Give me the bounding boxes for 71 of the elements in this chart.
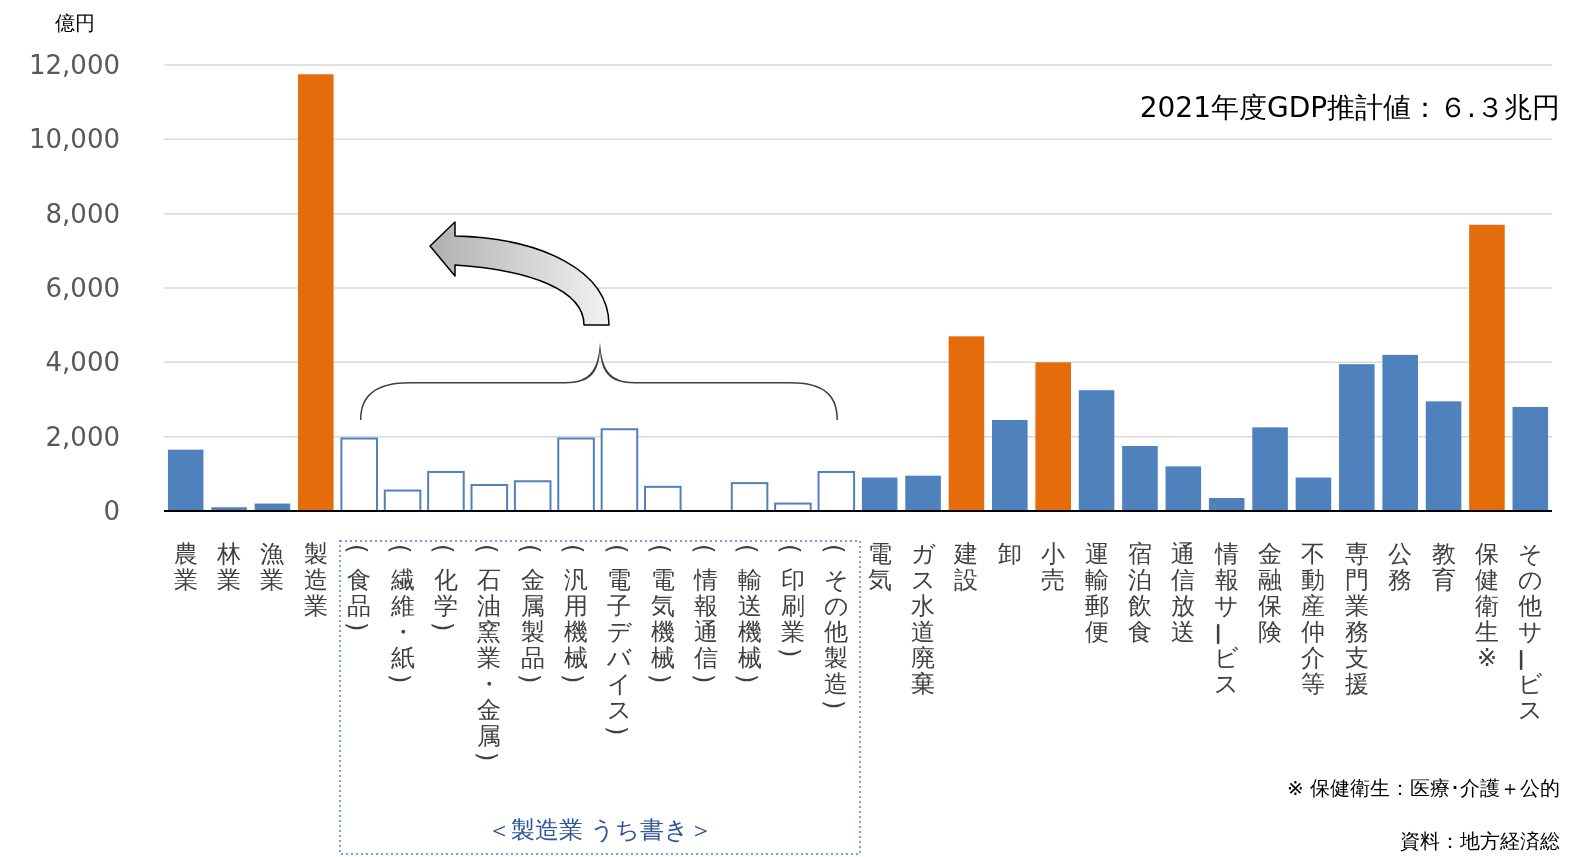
- bar: [600, 428, 639, 512]
- x-tick-label: 林業: [216, 540, 242, 594]
- bar: [1035, 362, 1071, 511]
- bar: [1425, 401, 1462, 511]
- y-tick-label: 4,000: [45, 347, 120, 378]
- bar: [1165, 466, 1202, 511]
- bar: [861, 477, 898, 511]
- bar: [1469, 224, 1505, 511]
- x-tick-label: (輸送機械): [732, 544, 762, 684]
- bar: [992, 419, 1028, 511]
- x-tick-label: 不動産仲介等: [1301, 540, 1326, 698]
- bar: [557, 437, 595, 512]
- y-tick-label: 0: [103, 496, 120, 526]
- x-tick-label: ガス水道廃棄: [910, 540, 936, 698]
- x-tick-label: (その他製造): [819, 544, 849, 710]
- x-tick-label: 運輸郵便: [1084, 540, 1109, 646]
- category-label: (石油窯業・金属): [472, 544, 502, 762]
- x-tick-label: 情報サービス: [1202, 540, 1240, 698]
- x-tick-label: (電子デバイス): [602, 544, 632, 736]
- bar: [730, 482, 769, 512]
- bar: [1208, 497, 1245, 511]
- bar: [1122, 445, 1158, 511]
- bar: [905, 475, 941, 511]
- bar: [1339, 364, 1375, 511]
- x-tick-label: 小売: [1041, 540, 1066, 594]
- bar: [298, 74, 334, 511]
- x-tick-label: (化学): [429, 544, 458, 632]
- x-tick-label: (金属製品): [516, 544, 545, 684]
- bar: [470, 483, 509, 512]
- x-tick-label: 卸: [997, 540, 1022, 568]
- x-tick-label: 製造業: [303, 540, 328, 620]
- bar: [513, 480, 552, 512]
- x-tick-label: 通信放送: [1171, 540, 1196, 646]
- text: 資料：地方経済総: [1400, 829, 1560, 853]
- bar: [1078, 390, 1115, 511]
- x-tick-label: (情報通信): [689, 544, 719, 684]
- x-tick-label: (汎用機械): [559, 544, 589, 684]
- x-tick-label: 教育: [1431, 540, 1456, 594]
- y-tick-label: 12,000: [29, 50, 120, 80]
- x-tick-label: 宿泊飲食: [1127, 540, 1152, 646]
- y-tick-label: 2,000: [45, 421, 120, 452]
- x-tick-label: 建設: [953, 540, 979, 594]
- x-tick-label: 農業: [173, 540, 198, 594]
- x-tick-label: (電気機械): [646, 544, 675, 684]
- x-tick-label: 電気: [867, 540, 892, 594]
- bar: [167, 449, 204, 511]
- y-tick-label: 6,000: [45, 273, 120, 303]
- x-tick-label: 専門業務支援: [1344, 540, 1369, 698]
- x-tick-label: (食品): [342, 544, 372, 632]
- text: ※ 保健衛生：医療･介護＋公的: [1286, 776, 1560, 800]
- bar: [1382, 354, 1418, 511]
- bar: [948, 336, 985, 511]
- x-tick-label: 金融保険: [1258, 540, 1283, 646]
- bar: [817, 470, 856, 512]
- x-tick-label: その他サービス: [1506, 540, 1543, 724]
- y-tick-label: 10,000: [29, 124, 120, 155]
- text: ＜製造業 うち書き＞: [486, 816, 714, 844]
- bar: [1512, 406, 1549, 511]
- x-tick-label: 保健衛生※: [1474, 540, 1499, 672]
- y-tick-label: 8,000: [45, 198, 120, 229]
- x-tick-label: (印刷業): [776, 544, 805, 658]
- x-tick-label: 漁業: [260, 540, 285, 594]
- bar: [644, 485, 682, 512]
- bar: [1295, 477, 1332, 511]
- y-axis-title: 億円: [55, 11, 95, 35]
- bar: [1252, 427, 1288, 511]
- bar: [340, 437, 378, 512]
- x-tick-label: 公務: [1388, 540, 1413, 594]
- x-tick-label: (繊維・紙): [385, 544, 415, 684]
- annotation: 2021年度GDP推計値：６.３兆円: [1139, 91, 1560, 124]
- bar: [427, 470, 465, 512]
